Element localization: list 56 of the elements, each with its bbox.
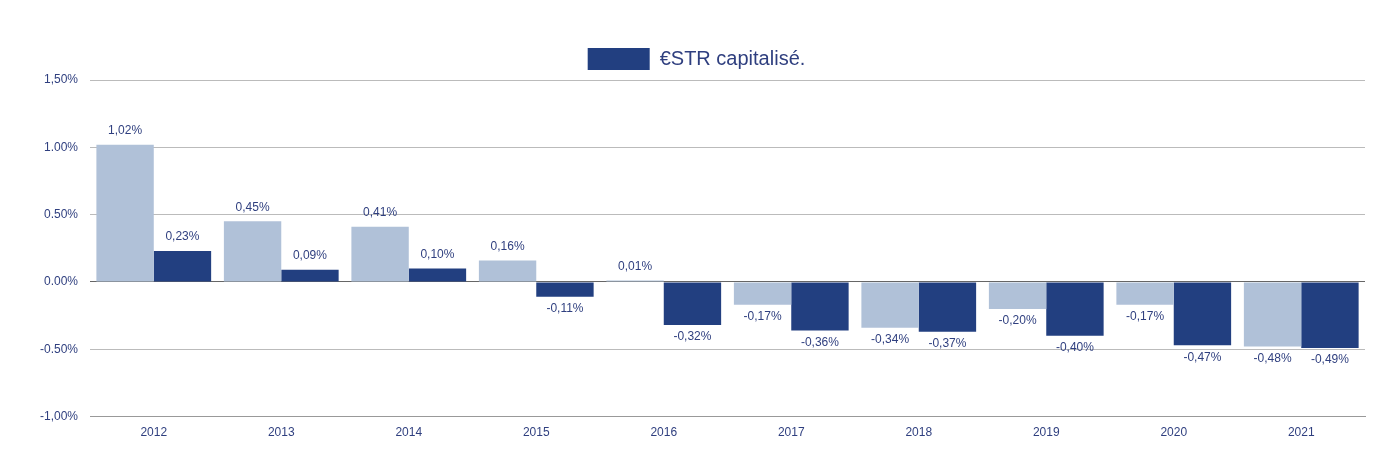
x-tick-label: 2014	[395, 425, 423, 440]
bar	[281, 269, 339, 282]
y-tick-label: 1,50%	[43, 72, 79, 87]
data-label: 1,02%	[108, 122, 143, 137]
data-label: 0,01%	[618, 258, 653, 273]
data-label: -0,32%	[673, 329, 712, 344]
x-tick-label: 2012	[140, 425, 168, 440]
data-label: 0,23%	[165, 229, 200, 244]
data-label: -0,37%	[928, 336, 967, 351]
x-tick-label: 2021	[1287, 425, 1315, 440]
data-label: -0,11%	[546, 301, 584, 316]
bar	[1046, 282, 1104, 336]
data-label: 0,16%	[490, 238, 525, 253]
bar	[1301, 282, 1359, 348]
bar	[408, 268, 467, 282]
bar	[988, 282, 1047, 309]
x-tick-label: 2020	[1160, 425, 1188, 440]
bar	[1173, 282, 1232, 346]
data-label: -0,47%	[1183, 349, 1222, 364]
bar	[733, 282, 792, 305]
y-tick-label: 0.00%	[43, 274, 79, 289]
y-tick-label: -1,00%	[39, 408, 79, 423]
y-tick-label: -0.50%	[39, 341, 79, 356]
x-tick-label: 2015	[522, 425, 550, 440]
data-label: -0,36%	[800, 334, 840, 349]
data-label: 0,45%	[235, 199, 270, 214]
legend-label: €STR capitalisé.	[659, 46, 806, 69]
bar	[663, 282, 722, 326]
data-label: -0,48%	[1253, 350, 1292, 365]
data-label: -0,34%	[871, 332, 910, 347]
x-tick-label: 2013	[267, 425, 295, 440]
bar	[1116, 282, 1174, 305]
bar	[223, 221, 282, 282]
data-label: -0,49%	[1310, 352, 1350, 367]
bar	[1243, 282, 1302, 347]
x-tick-label: 2019	[1032, 425, 1060, 440]
x-tick-label: 2016	[650, 425, 678, 440]
x-tick-label: 2017	[777, 425, 805, 440]
data-label: 0,09%	[292, 248, 328, 263]
data-label: -0,17%	[743, 309, 782, 324]
y-tick-label: 1.00%	[43, 139, 79, 154]
bar	[536, 282, 594, 297]
bar	[791, 282, 849, 331]
bar	[918, 282, 977, 332]
x-tick-label: 2018	[905, 425, 933, 440]
y-tick-label: 0.50%	[43, 206, 79, 221]
bar	[96, 144, 154, 282]
bar	[351, 226, 409, 282]
data-label: 0,10%	[420, 246, 455, 261]
bar	[861, 282, 919, 328]
data-label: -0,17%	[1126, 309, 1165, 324]
data-label: 0,41%	[363, 205, 398, 220]
data-label: -0,20%	[998, 313, 1037, 328]
bar	[153, 250, 212, 282]
data-label: -0,40%	[1055, 340, 1095, 355]
bar	[478, 260, 537, 282]
